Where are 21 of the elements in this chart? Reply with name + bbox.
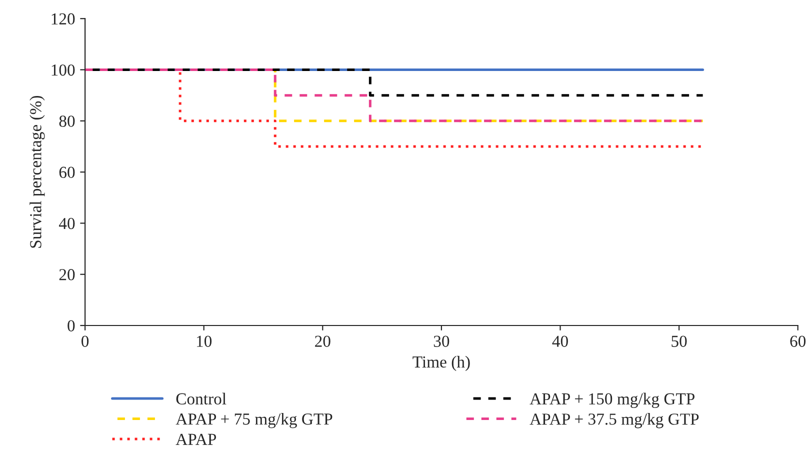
x-tick-label: 0 — [82, 336, 89, 347]
y-tick-label: 80 — [59, 116, 75, 127]
y-tick-label: 60 — [59, 166, 75, 178]
y-tick-label: 0 — [68, 320, 75, 332]
legend-label: APAP + 150 mg/kg GTP — [530, 392, 695, 408]
x-axis-title: Time (h) — [412, 356, 470, 372]
y-tick-label: 20 — [59, 269, 75, 280]
x-tick-label: 20 — [315, 336, 330, 347]
legend-label: APAP + 75 mg/kg GTP — [176, 412, 332, 428]
legend-label: APAP — [176, 434, 216, 445]
legend-label: Control — [176, 392, 226, 405]
y-tick-label: 40 — [58, 218, 75, 230]
x-tick-label: 40 — [552, 336, 568, 347]
x-tick-label: 10 — [196, 336, 212, 347]
y-tick-label: 120 — [52, 13, 75, 25]
legend-label: APAP + 37.5 mg/kg GTP — [530, 413, 699, 428]
y-axis-title: Survial percentage (%) — [30, 96, 45, 248]
x-tick-label: 50 — [672, 336, 687, 347]
x-tick-label: 60 — [790, 336, 806, 347]
y-tick-label: 100 — [52, 64, 75, 76]
x-tick-label: 30 — [434, 336, 450, 347]
